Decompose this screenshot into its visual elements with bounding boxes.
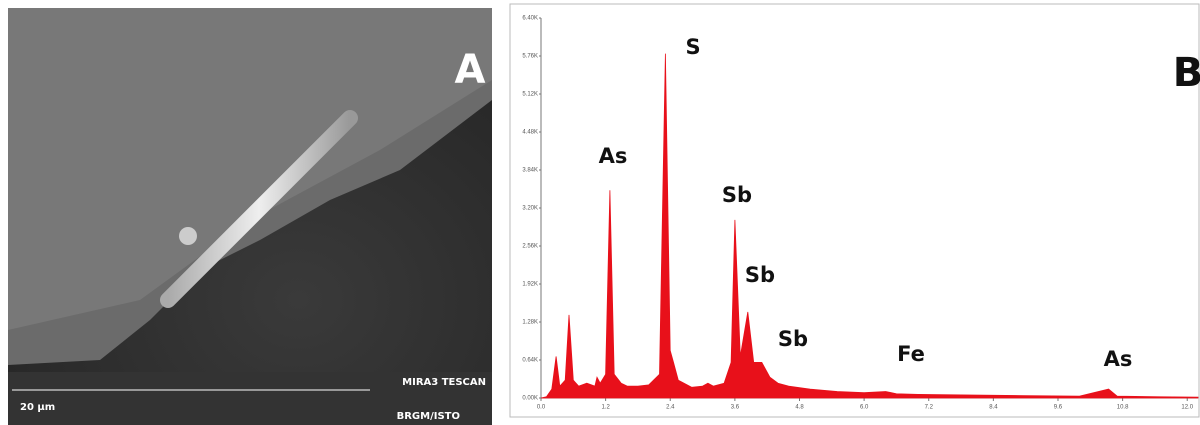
x-tick-label: 1.2 bbox=[601, 405, 610, 411]
x-tick-label: 7.2 bbox=[925, 405, 934, 411]
instrument: MIRA3 TESCAN bbox=[402, 377, 486, 388]
x-tick-label: 4.8 bbox=[795, 405, 804, 411]
y-tick-label: 5.12K bbox=[522, 92, 538, 98]
scale-label: 20 µm bbox=[20, 402, 55, 413]
panel-label: B bbox=[1173, 50, 1200, 96]
x-tick-label: 12.0 bbox=[1181, 405, 1193, 411]
lab: BRGM/ISTO bbox=[397, 411, 460, 422]
peak-label: Sb bbox=[722, 183, 752, 207]
x-tick-label: 2.4 bbox=[666, 405, 675, 411]
spectrum-area bbox=[540, 53, 1199, 399]
x-tick-label: 3.6 bbox=[731, 405, 740, 411]
x-tick-label: 0.0 bbox=[537, 405, 546, 411]
y-tick-label: 3.84K bbox=[522, 168, 538, 174]
y-tick-label: 4.48K bbox=[522, 130, 538, 136]
x-tick-label: 8.4 bbox=[989, 405, 998, 411]
particle bbox=[179, 227, 197, 245]
peak-label: Sb bbox=[778, 327, 808, 351]
peak-label: As bbox=[1104, 347, 1133, 371]
y-tick-label: 1.92K bbox=[522, 282, 538, 288]
spectrum-panel bbox=[509, 3, 1200, 418]
info-bar bbox=[8, 372, 492, 425]
sem-image: A 20 µm MIRA3 TESCAN BRGM/ISTO bbox=[8, 8, 492, 425]
y-tick-label: 1.28K bbox=[522, 320, 538, 326]
y-tick-label: 6.40K bbox=[522, 16, 538, 22]
substrate-texture bbox=[8, 8, 492, 330]
y-tick-label: 5.76K bbox=[522, 54, 538, 60]
x-tick-label: 9.6 bbox=[1054, 405, 1063, 411]
y-tick-label: 0.64K bbox=[522, 358, 538, 364]
x-tick-label: 6.0 bbox=[860, 405, 869, 411]
peak-label: Fe bbox=[897, 342, 925, 366]
y-tick-label: 0.00K bbox=[522, 396, 538, 402]
y-tick-label: 2.56K bbox=[522, 244, 538, 250]
peak-label: S bbox=[685, 35, 700, 59]
peak-label: Sb bbox=[745, 263, 775, 287]
rod bbox=[160, 110, 358, 308]
x-tick-label: 10.8 bbox=[1117, 405, 1129, 411]
panel-label: A bbox=[455, 47, 486, 93]
y-tick-label: 3.20K bbox=[522, 206, 538, 212]
peak-label: As bbox=[599, 144, 628, 168]
